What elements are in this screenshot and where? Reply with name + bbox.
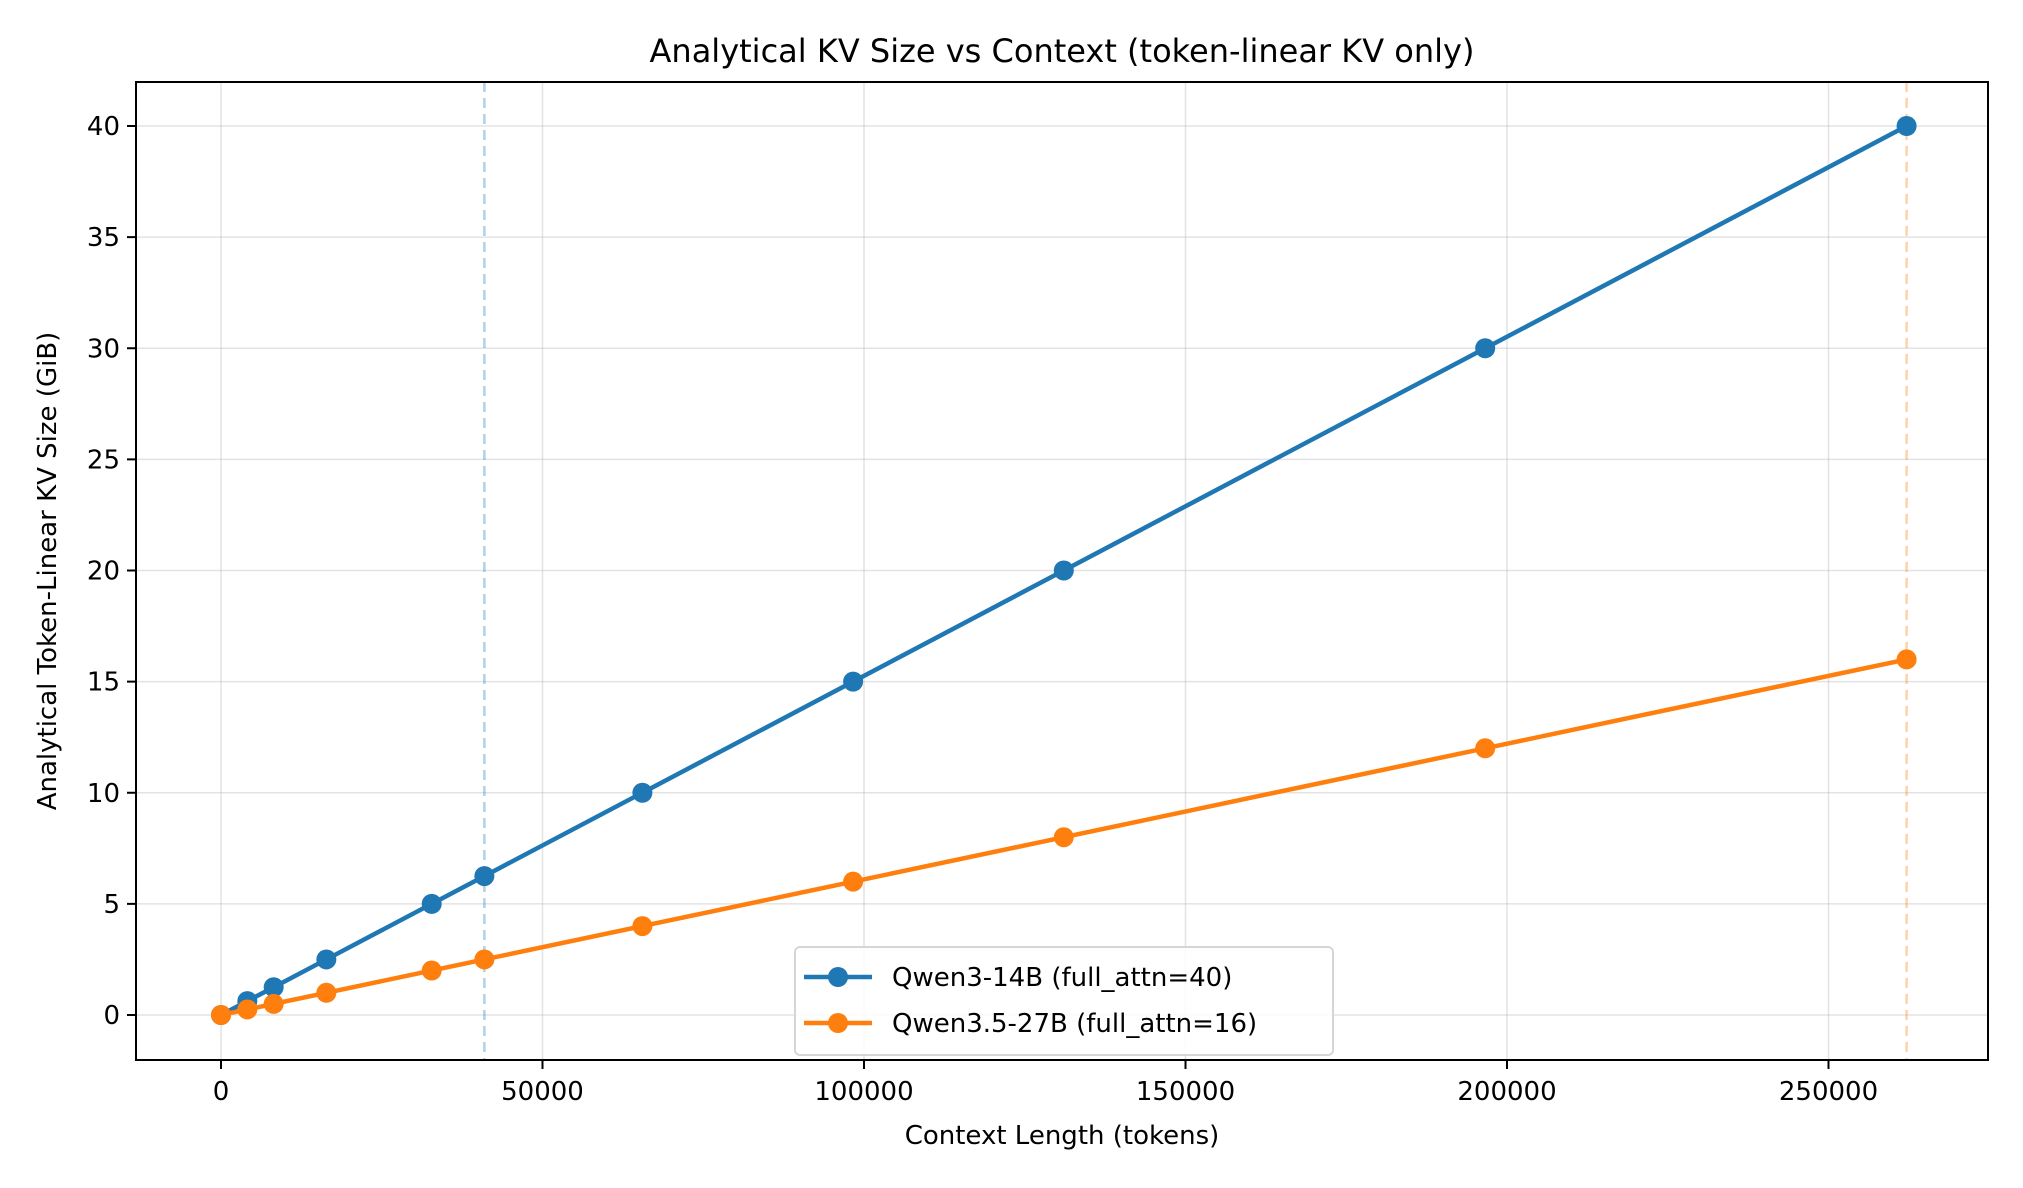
data-point-marker xyxy=(1896,649,1917,670)
y-tick-label: 15 xyxy=(87,668,120,698)
x-tick-label: 150000 xyxy=(1136,1077,1235,1107)
data-point-marker xyxy=(316,949,337,970)
y-tick-label: 0 xyxy=(103,1001,120,1031)
y-tick-label: 20 xyxy=(87,557,120,587)
y-axis-label: Analytical Token-Linear KV Size (GiB) xyxy=(33,332,63,811)
y-tick-label: 40 xyxy=(87,112,120,142)
legend-marker-icon xyxy=(828,1013,848,1033)
data-point-marker xyxy=(1053,827,1074,848)
data-point-marker xyxy=(1475,738,1496,759)
y-tick-label: 30 xyxy=(87,334,120,364)
x-axis-label: Context Length (tokens) xyxy=(905,1121,1220,1151)
data-point-marker xyxy=(316,982,337,1003)
data-point-marker xyxy=(632,916,653,937)
x-tick-label: 100000 xyxy=(814,1077,913,1107)
legend-frame xyxy=(794,946,1334,1056)
legend-item: Qwen3-14B (full_attn=40) xyxy=(804,963,1232,993)
y-tick-label: 25 xyxy=(87,445,120,475)
data-point-marker xyxy=(421,960,442,981)
data-point-marker xyxy=(474,866,495,887)
data-point-marker xyxy=(421,893,442,914)
data-series xyxy=(211,116,1917,1025)
series-qwen3.5-27b xyxy=(211,649,1917,1025)
legend-marker-icon xyxy=(828,967,848,987)
data-point-marker xyxy=(237,999,258,1020)
data-point-marker xyxy=(1475,338,1496,359)
data-point-marker xyxy=(1053,560,1074,581)
data-point-marker xyxy=(263,977,284,998)
data-point-marker xyxy=(632,782,653,803)
legend-item: Qwen3.5-27B (full_attn=16) xyxy=(804,1009,1257,1039)
x-tick-label: 250000 xyxy=(1779,1077,1878,1107)
data-point-marker xyxy=(211,1005,231,1025)
x-tick-label: 200000 xyxy=(1457,1077,1556,1107)
data-point-marker xyxy=(1896,116,1917,136)
legend-label: Qwen3-14B (full_attn=40) xyxy=(892,963,1232,993)
gridlines xyxy=(136,82,1988,1060)
legend: Qwen3-14B (full_attn=40) Qwen3.5-27B (ful… xyxy=(794,946,1334,1056)
reference-lines xyxy=(483,82,1908,1060)
data-point-marker xyxy=(843,871,864,892)
axis-ticks: 0 50000 100000 150000 200000 250000 0 5 10 15 20 25… xyxy=(87,112,1878,1107)
y-tick-label: 35 xyxy=(87,223,120,253)
data-point-marker xyxy=(263,993,284,1014)
legend-label: Qwen3.5-27B (full_attn=16) xyxy=(892,1009,1257,1039)
data-point-marker xyxy=(474,949,495,970)
chart-title: Analytical KV Size vs Context (token-lin… xyxy=(650,32,1475,70)
x-tick-label: 0 xyxy=(213,1077,230,1107)
y-tick-label: 10 xyxy=(87,779,120,809)
x-tick-label: 50000 xyxy=(501,1077,584,1107)
data-point-marker xyxy=(843,671,864,692)
y-tick-label: 5 xyxy=(103,890,120,920)
